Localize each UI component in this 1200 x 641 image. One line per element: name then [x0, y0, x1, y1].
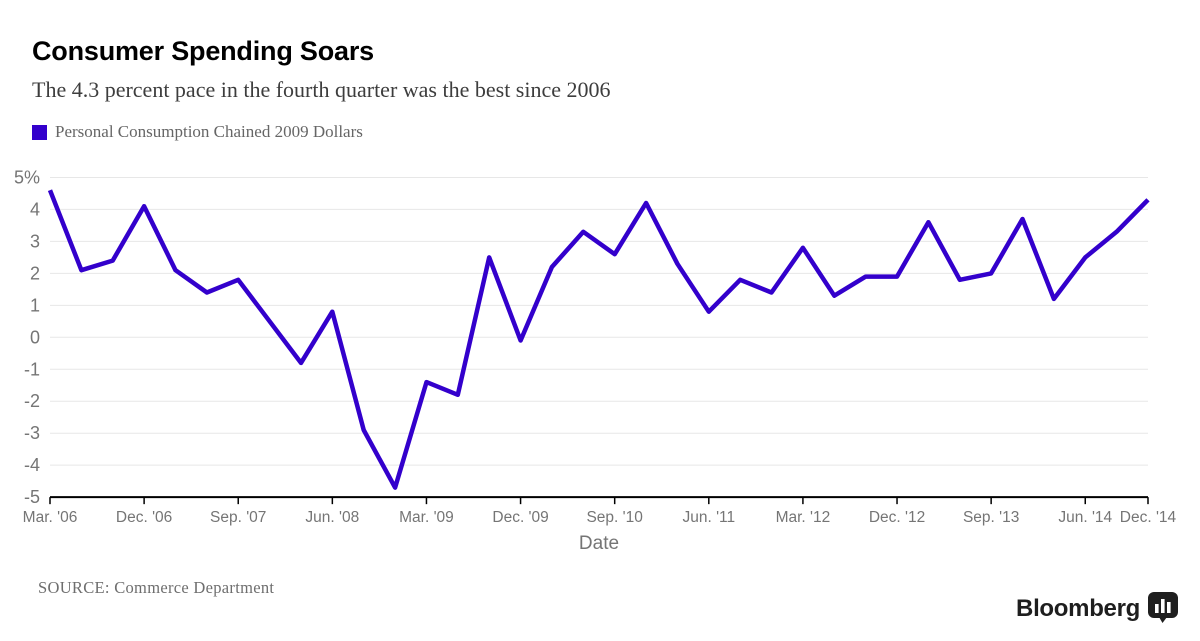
x-tick-label: Jun. '14	[1058, 509, 1112, 526]
spending-line	[47, 189, 1150, 490]
x-tick-label: Sep. '07	[210, 509, 266, 526]
y-tick-label: 1	[30, 295, 40, 315]
bloomberg-wordmark: Bloomberg	[1016, 595, 1140, 622]
source-note: SOURCE: Commerce Department	[38, 578, 275, 597]
y-tick-label: -1	[24, 359, 40, 379]
y-tick-label: 3	[30, 231, 40, 251]
x-tick-label: Dec. '14	[1120, 509, 1177, 526]
x-tick-label: Dec. '06	[116, 509, 172, 526]
line-chart: 5% 4 3 2 1 0 -1 -2 -3 -4 -5 Mar. '06 Dec. '06 Sep. '0…	[14, 167, 1177, 554]
y-tick-label: 2	[30, 263, 40, 283]
y-tick-label: 5%	[14, 167, 40, 187]
y-tick-label: -2	[24, 391, 40, 411]
legend-swatch	[32, 124, 47, 140]
x-tick-label: Jun. '08	[305, 509, 359, 526]
y-tick-label: -3	[24, 423, 40, 443]
x-axis-title: Date	[579, 533, 619, 554]
x-tick-label: Jun. '11	[682, 509, 735, 526]
y-tick-label: 0	[30, 327, 40, 347]
x-tick-label: Sep. '10	[586, 509, 643, 526]
x-tick-label: Mar. '06	[23, 509, 78, 526]
legend: Personal Consumption Chained 2009 Dollar…	[32, 122, 363, 141]
x-tick-label: Sep. '13	[963, 509, 1019, 526]
y-tick-label: 4	[30, 199, 40, 219]
legend-label: Personal Consumption Chained 2009 Dollar…	[55, 122, 363, 141]
x-tick-label: Dec. '12	[869, 509, 925, 526]
bloomberg-chart-bubble-icon	[1148, 590, 1178, 629]
chart-subtitle: The 4.3 percent pace in the fourth quart…	[32, 77, 611, 102]
x-tick-label: Dec. '09	[492, 509, 548, 526]
page-title: Consumer Spending Soars	[32, 36, 374, 66]
x-tick-label: Mar. '09	[399, 509, 454, 526]
x-tick-label: Mar. '12	[776, 509, 831, 526]
y-tick-label: -4	[24, 455, 40, 475]
bloomberg-logo: Bloomberg	[1016, 590, 1178, 629]
y-tick-label: -5	[24, 487, 40, 507]
